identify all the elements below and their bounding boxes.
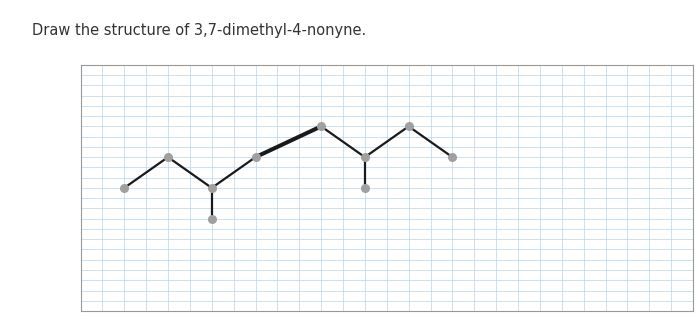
Text: Draw the structure of 3,7-dimethyl-4-nonyne.: Draw the structure of 3,7-dimethyl-4-non… — [32, 23, 365, 38]
